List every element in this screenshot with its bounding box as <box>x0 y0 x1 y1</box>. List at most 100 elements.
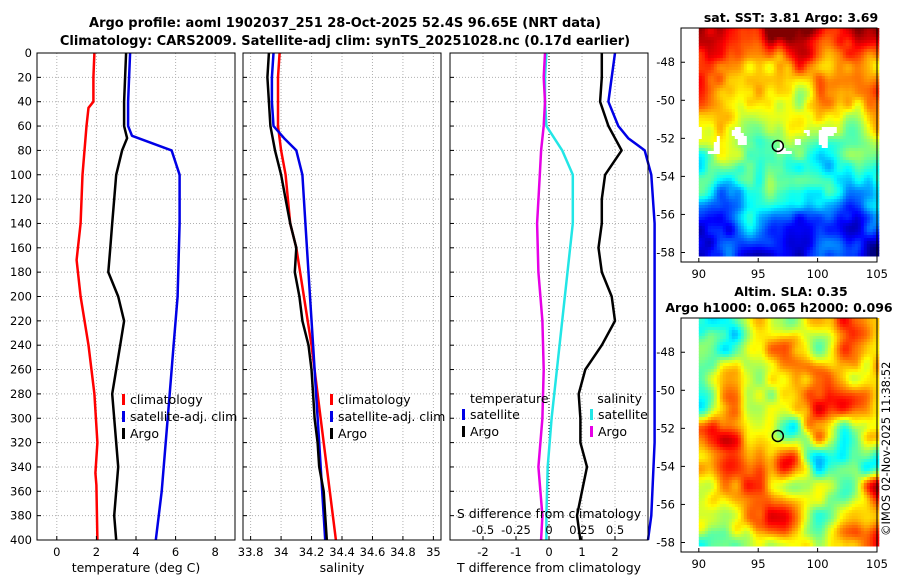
x-tick-label: 105 <box>866 267 888 281</box>
temperature-xlabel: temperature (deg C) <box>72 560 201 575</box>
x-tick-label: 95 <box>751 267 766 281</box>
x-tick-label: 2 <box>611 545 618 559</box>
legend-swatch <box>590 409 593 420</box>
difference-plot: -2 -1 0 1 2T difference from climatology S di… <box>449 52 656 575</box>
x-tick-label: 34 <box>274 545 289 559</box>
x-tick-label: 4 <box>132 545 139 559</box>
x-tick-label: 90 <box>691 557 706 571</box>
y-tick-label: -54 <box>656 459 675 473</box>
legend-temperature-title: temperature <box>470 391 549 406</box>
legend-label: Argo <box>598 424 627 439</box>
y-tick-label: 240 <box>10 338 32 352</box>
sla_map-subtitle: Argo h1000: 0.065 h2000: 0.096 <box>665 300 893 315</box>
x-tick-label: 33.8 <box>238 545 264 559</box>
legend-swatch <box>122 394 125 405</box>
legend-swatch <box>330 411 333 422</box>
temperature-series-climatology <box>75 52 99 541</box>
s-tick-label: -0.25 <box>501 523 531 537</box>
sla_map-title: Altim. SLA: 0.35 <box>734 284 847 299</box>
y-tick-label: 340 <box>10 460 32 474</box>
x-tick-label: 105 <box>866 557 888 571</box>
x-tick-label: 8 <box>212 545 219 559</box>
legend-swatch <box>122 411 125 422</box>
difference-series-satellite <box>607 52 656 541</box>
legend-swatch <box>330 394 333 405</box>
x-tick-label: 100 <box>807 267 829 281</box>
sla_map: 90 95 100 105 -48 -50 -52 -54 -56 -58 Altim. SLA: … <box>656 284 893 571</box>
y-tick-label: -52 <box>656 131 675 145</box>
y-tick-label: -48 <box>656 55 675 69</box>
y-tick-label: -58 <box>656 245 675 259</box>
s-tick-label: 0.5 <box>606 523 624 537</box>
legend-label: satellite <box>598 407 648 422</box>
salinity-xlabel: salinity <box>320 560 365 575</box>
y-tick-label: 300 <box>10 411 32 425</box>
y-tick-label: -48 <box>656 345 675 359</box>
y-tick-label: -58 <box>656 535 675 549</box>
legend-label: climatology <box>130 392 203 407</box>
difference-series-argo <box>535 52 547 541</box>
s-tick-label: 0 <box>545 523 552 537</box>
temperature-series-argo <box>107 52 129 541</box>
x-tick-label: 34.4 <box>329 545 355 559</box>
difference-series-argo <box>575 53 623 541</box>
x-tick-label: 90 <box>691 267 706 281</box>
x-tick-label: 2 <box>93 545 100 559</box>
difference-xlabel-top: S difference from climatology <box>457 506 642 521</box>
legend-swatch <box>462 426 465 437</box>
y-tick-label: 280 <box>10 387 32 401</box>
x-tick-label: 34.6 <box>360 545 386 559</box>
y-tick-label: 400 <box>10 533 32 547</box>
y-tick-label: 0 <box>25 46 32 60</box>
y-tick-label: 120 <box>10 192 32 206</box>
sst_map-field <box>698 28 880 257</box>
sla_map-frame <box>680 317 878 553</box>
y-tick-label: -52 <box>656 421 675 435</box>
y-tick-label: -50 <box>656 93 675 107</box>
credit-text: ©IMOS 02-Nov-2025 11:38:52 <box>879 362 893 536</box>
y-tick-label: 100 <box>10 168 32 182</box>
x-tick-label: 0 <box>53 545 60 559</box>
legend-swatch <box>122 428 125 439</box>
y-tick-label: 160 <box>10 241 32 255</box>
legend-swatch <box>462 409 465 420</box>
y-tick-label: 60 <box>17 119 32 133</box>
salinity-series-argo <box>266 52 329 541</box>
temperature-series-satellite-adj-clim <box>126 52 181 541</box>
y-tick-label: 380 <box>10 509 32 523</box>
legend-label: satellite-adj. clim <box>338 409 445 424</box>
x-tick-label: -2 <box>477 545 488 559</box>
figure-title-line2: Climatology: CARS2009. Satellite-adj cli… <box>60 34 630 49</box>
y-tick-label: -54 <box>656 169 675 183</box>
argo-position-marker <box>771 139 785 153</box>
salinity-series-satellite-adj-clim <box>270 52 327 541</box>
y-tick-label: -56 <box>656 207 675 221</box>
y-tick-label: 320 <box>10 436 32 450</box>
sst_map-frame <box>680 27 878 263</box>
x-tick-label: 35 <box>426 545 441 559</box>
difference-xlabel: T difference from climatology <box>456 560 642 575</box>
x-tick-label: 0 <box>545 545 552 559</box>
y-tick-label: 180 <box>10 265 32 279</box>
s-tick-label: 0.25 <box>569 523 595 537</box>
legend-salinity-title: salinity <box>597 391 642 406</box>
legend-swatch <box>330 428 333 439</box>
y-tick-label: 260 <box>10 363 32 377</box>
x-tick-label: 95 <box>751 557 766 571</box>
y-tick-label: 140 <box>10 216 32 230</box>
figure-title-line1: Argo profile: aoml 1902037_251 28-Oct-20… <box>89 16 601 31</box>
legend-label: Argo <box>338 426 367 441</box>
sla_map-field <box>698 318 880 547</box>
y-tick-label: 20 <box>17 70 32 84</box>
legend-swatch <box>590 426 593 437</box>
argo-position-marker <box>771 429 785 443</box>
legend-label: climatology <box>338 392 411 407</box>
legend-label: Argo <box>470 424 499 439</box>
y-tick-label: 80 <box>17 143 32 157</box>
x-tick-label: 34.2 <box>299 545 325 559</box>
y-tick-label: 40 <box>17 95 32 109</box>
y-tick-label: -56 <box>656 497 675 511</box>
y-tick-label: 220 <box>10 314 32 328</box>
x-tick-label: 34.8 <box>390 545 416 559</box>
